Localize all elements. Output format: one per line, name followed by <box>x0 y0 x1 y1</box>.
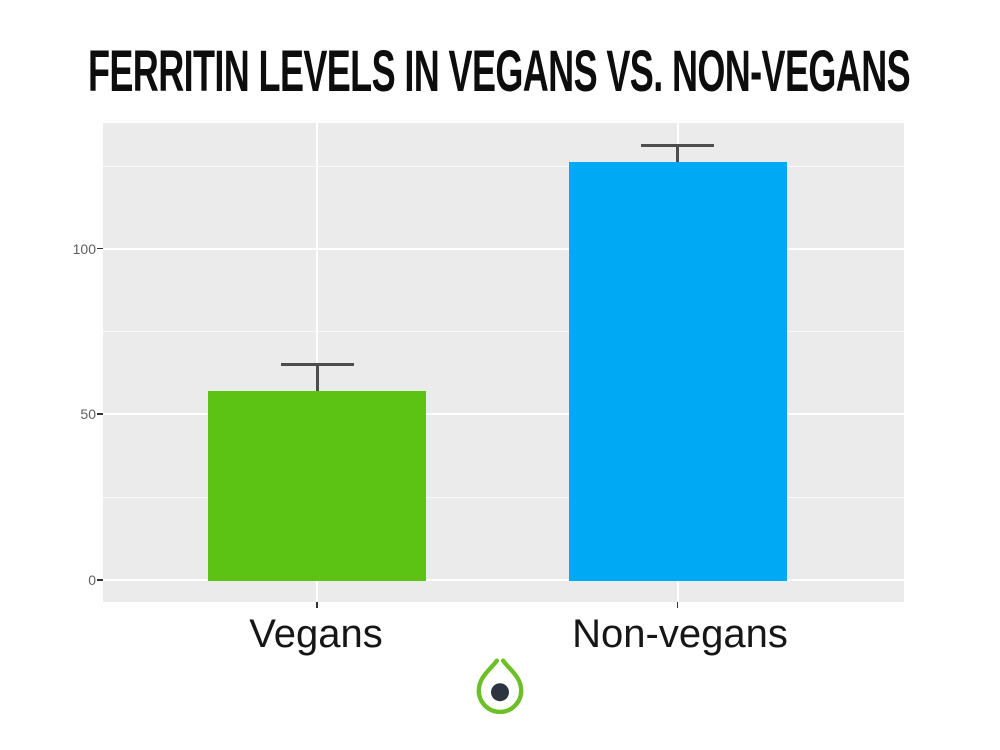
bar-non-vegans <box>568 162 787 581</box>
bar-vegans <box>208 391 426 581</box>
y-tick-label: 0 <box>88 572 96 588</box>
major-gridline <box>103 247 904 250</box>
y-tick-label: 50 <box>80 406 96 423</box>
errorbar-stem <box>315 364 319 392</box>
errorbar-cap <box>641 144 714 148</box>
y-tick-mark <box>97 579 103 581</box>
chart-title: FERRITIN LEVELS IN VEGANS VS. NON-VEGANS <box>88 39 910 104</box>
droplet-dot <box>491 683 509 702</box>
category-gridline <box>316 123 318 602</box>
y-tick-mark <box>97 247 103 249</box>
droplet-logo <box>476 658 524 715</box>
major-gridline <box>103 413 904 416</box>
x-tick-mark <box>316 602 318 608</box>
minor-gridline <box>103 331 904 333</box>
y-tick-mark <box>97 413 103 415</box>
minor-gridline <box>103 165 904 167</box>
y-tick-label: 100 <box>72 240 96 257</box>
x-category-label: Vegans <box>249 612 383 656</box>
x-tick-mark <box>676 602 678 608</box>
x-category-label: Non-vegans <box>572 612 788 656</box>
minor-gridline <box>103 497 904 499</box>
droplet-outline <box>476 658 524 715</box>
major-gridline <box>103 579 904 581</box>
errorbar-cap <box>280 363 354 367</box>
chart-title-area: FERRITIN LEVELS IN VEGANS VS. NON-VEGANS <box>88 39 911 104</box>
errorbar-stem <box>676 145 679 163</box>
